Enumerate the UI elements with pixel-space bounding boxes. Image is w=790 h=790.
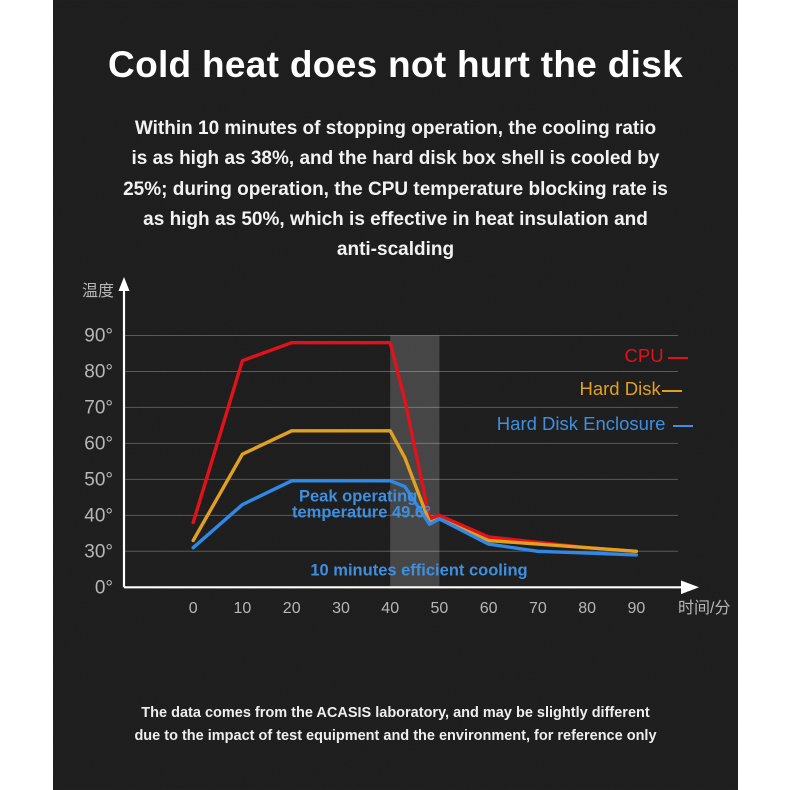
svg-text:90°: 90° [84,326,113,347]
svg-text:90: 90 [628,600,646,617]
svg-text:40: 40 [381,600,399,617]
svg-text:0°: 0° [95,577,113,598]
svg-text:30°: 30° [84,541,113,562]
svg-text:10 minutes efficient cooling: 10 minutes efficient cooling [310,562,527,580]
svg-text:20: 20 [283,600,301,617]
svg-text:60°: 60° [84,433,113,454]
svg-text:CPU: CPU [625,345,664,366]
svg-text:50°: 50° [84,469,113,490]
svg-text:30: 30 [332,600,350,617]
svg-text:temperature 49.6°: temperature 49.6° [292,504,431,522]
svg-text:80: 80 [578,600,596,617]
svg-text:Hard Disk: Hard Disk [580,378,662,399]
svg-text:0: 0 [189,600,198,617]
svg-text:温度: 温度 [82,282,114,300]
svg-text:60: 60 [480,600,498,617]
svg-text:Hard Disk Enclosure: Hard Disk Enclosure [497,413,666,434]
svg-text:时间/分: 时间/分 [678,599,730,617]
svg-text:50: 50 [431,600,449,617]
svg-text:80°: 80° [84,362,113,383]
svg-text:40°: 40° [84,505,113,526]
svg-text:10: 10 [234,600,252,617]
svg-text:70: 70 [529,600,547,617]
svg-text:70°: 70° [84,397,113,418]
